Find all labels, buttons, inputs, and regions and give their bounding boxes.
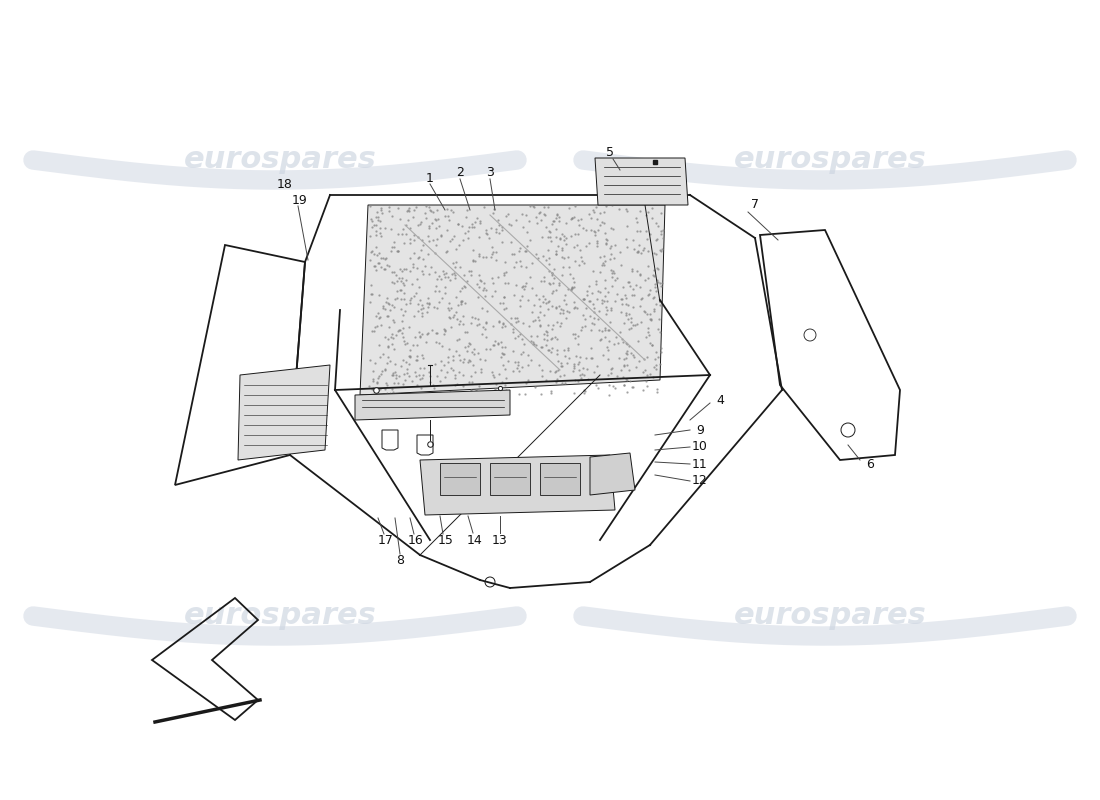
Text: 17: 17 [378,534,394,547]
Text: eurospares: eurospares [184,602,377,630]
Text: 5: 5 [606,146,614,159]
Polygon shape [360,205,666,395]
Polygon shape [595,158,688,205]
Text: 3: 3 [486,166,494,179]
Text: 16: 16 [408,534,424,547]
Text: 2: 2 [456,166,464,179]
Polygon shape [238,365,330,460]
Text: 7: 7 [751,198,759,211]
Bar [440,463,480,495]
Text: 19: 19 [293,194,308,206]
Text: 14: 14 [468,534,483,546]
Text: 12: 12 [692,474,708,487]
Polygon shape [590,453,635,495]
Text: 9: 9 [696,423,704,437]
Text: 13: 13 [492,534,508,546]
Polygon shape [420,455,615,515]
Text: eurospares: eurospares [734,602,927,630]
Text: 4: 4 [716,394,724,406]
Bar [490,463,530,495]
Text: 8: 8 [396,554,404,566]
Text: 15: 15 [438,534,454,547]
Text: 6: 6 [866,458,873,471]
Text: eurospares: eurospares [734,146,927,174]
Polygon shape [355,390,510,420]
Bar [540,463,580,495]
Text: eurospares: eurospares [184,146,377,174]
Text: 18: 18 [277,178,293,191]
Text: 11: 11 [692,458,708,470]
Text: 10: 10 [692,441,708,454]
Text: 1: 1 [426,171,433,185]
